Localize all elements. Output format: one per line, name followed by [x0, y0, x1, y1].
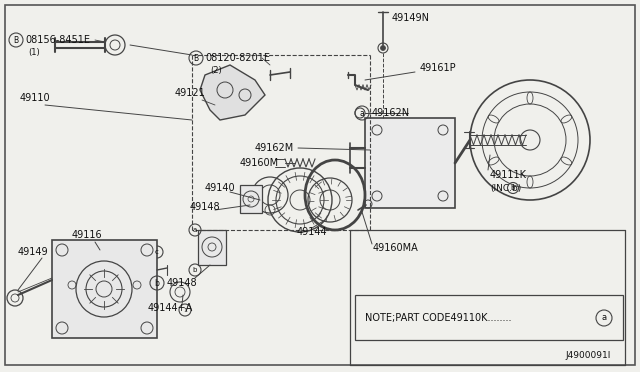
Text: 49144+A: 49144+A: [148, 303, 193, 313]
Text: 49161P: 49161P: [420, 63, 456, 73]
Bar: [355, 295, 623, 340]
Text: 08156-8451E: 08156-8451E: [25, 35, 90, 45]
Text: 49149N: 49149N: [392, 13, 430, 23]
Text: NOTE;PART CODE49110K........: NOTE;PART CODE49110K........: [365, 313, 511, 323]
Text: c: c: [155, 249, 159, 255]
Text: 49149: 49149: [18, 247, 49, 257]
Text: a: a: [602, 314, 607, 323]
Text: 49162M: 49162M: [255, 143, 294, 153]
Text: (2): (2): [210, 65, 221, 74]
Text: 49116: 49116: [72, 230, 102, 240]
Text: a: a: [360, 109, 364, 118]
Bar: [198, 230, 226, 265]
Text: 49110: 49110: [20, 93, 51, 103]
Text: 49111K: 49111K: [490, 170, 527, 180]
Text: B: B: [193, 54, 198, 62]
Text: B: B: [13, 35, 19, 45]
Text: 49121: 49121: [175, 88, 205, 98]
Text: 49148: 49148: [167, 278, 198, 288]
Text: b: b: [155, 279, 159, 288]
Text: b: b: [193, 267, 197, 273]
Text: b: b: [511, 185, 515, 191]
Text: 49160M: 49160M: [240, 158, 279, 168]
Bar: [365, 118, 455, 208]
Text: 49140: 49140: [205, 183, 236, 193]
Text: 1: 1: [183, 308, 187, 312]
Circle shape: [381, 45, 385, 51]
Text: 49148: 49148: [190, 202, 221, 212]
Bar: [52, 240, 157, 338]
Polygon shape: [200, 65, 265, 120]
Bar: [240, 185, 262, 213]
Text: (INC.b): (INC.b): [490, 183, 521, 192]
Text: 49160MA: 49160MA: [373, 243, 419, 253]
Text: 49144: 49144: [297, 227, 328, 237]
Text: J4900091I: J4900091I: [565, 350, 611, 359]
Text: 08120-8201E: 08120-8201E: [205, 53, 270, 63]
Text: 49162N: 49162N: [372, 108, 410, 118]
Text: a: a: [193, 227, 197, 233]
Text: (1): (1): [28, 48, 40, 57]
